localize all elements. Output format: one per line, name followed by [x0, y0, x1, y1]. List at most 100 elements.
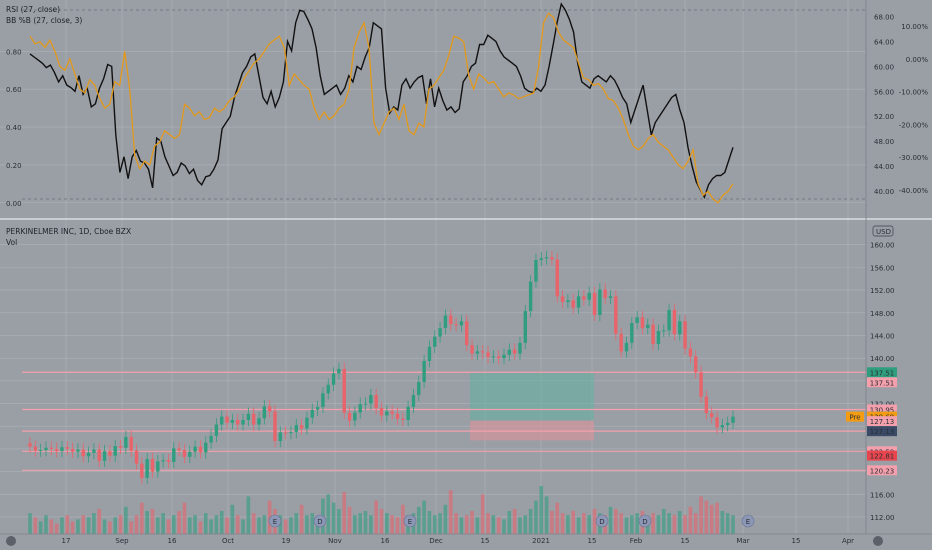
- volume-bar: [198, 521, 203, 534]
- candle-body: [92, 449, 96, 453]
- candle-body: [108, 451, 112, 456]
- candle-body: [480, 351, 485, 353]
- volume-bar: [129, 521, 133, 534]
- candle-body: [411, 395, 416, 407]
- volume-bar: [395, 517, 400, 534]
- volume-bar: [560, 513, 565, 534]
- candle-body: [433, 336, 437, 347]
- volume-bar: [156, 517, 160, 534]
- candle-body: [523, 311, 527, 343]
- rsi-axis-label: 56.00: [874, 88, 894, 96]
- candle-body: [374, 395, 378, 409]
- price-axis-label: 116.00: [870, 491, 895, 499]
- candle-body: [624, 342, 629, 352]
- candle-body: [704, 396, 709, 414]
- candle-body: [369, 395, 373, 404]
- volume-bar: [507, 511, 512, 534]
- percent-axis-label: 10.00%: [901, 23, 928, 31]
- price-tag[interactable]: [867, 450, 897, 461]
- volume-bar: [235, 515, 240, 534]
- settings-icon[interactable]: [6, 536, 16, 546]
- candle-body: [145, 459, 149, 478]
- volume-bar: [480, 494, 485, 534]
- price-axis-label: 144.00: [870, 332, 895, 340]
- candle-body: [731, 416, 735, 423]
- candle-body: [635, 317, 639, 323]
- currency-badge[interactable]: USD: [872, 225, 894, 237]
- legend: RSI (27, close) BB %B (27, close, 3) PER…: [6, 5, 131, 247]
- candle-body: [150, 459, 155, 472]
- candle-body: [443, 315, 448, 329]
- event-marker[interactable]: [741, 514, 755, 528]
- price-tag[interactable]: [867, 416, 897, 427]
- price-tag-label: 127.13: [870, 418, 895, 426]
- candle-body: [305, 417, 309, 429]
- event-marker[interactable]: [268, 514, 282, 528]
- candle-body: [662, 330, 666, 332]
- bbp-legend-label: BB %B (27, close, 3): [6, 16, 82, 25]
- volume-bar: [571, 511, 576, 534]
- volume-bar: [209, 519, 213, 534]
- volume-bar: [725, 513, 730, 534]
- candle-body: [124, 436, 128, 448]
- volume-bar: [145, 511, 149, 534]
- percent-axis-label: 0.00%: [906, 56, 929, 64]
- volume-bar: [550, 511, 554, 534]
- volume-bar: [342, 492, 347, 534]
- event-marker[interactable]: [638, 514, 652, 528]
- volume-bar: [33, 517, 38, 534]
- price-tag[interactable]: [867, 426, 897, 437]
- price-tags[interactable]: 137.51137.51130.95129.72Pre129.69127.131…: [846, 367, 897, 476]
- symbol-title[interactable]: PERKINELMER INC, 1D, Cboe BZX: [6, 227, 131, 236]
- price-tag[interactable]: [867, 465, 897, 476]
- volume-bar: [619, 513, 623, 534]
- volume-bar: [443, 504, 448, 534]
- volume-bar: [475, 517, 480, 534]
- event-marker[interactable]: [403, 514, 417, 528]
- rsi-axis-label: 68.00: [874, 13, 894, 21]
- time-axis-label: Nov: [328, 537, 342, 545]
- candle-body: [582, 296, 586, 300]
- profit-zone: [470, 372, 594, 421]
- candle-body: [475, 351, 480, 354]
- time-axis-label: Apr: [842, 537, 854, 545]
- candle-body: [38, 450, 43, 452]
- price-tag[interactable]: [867, 367, 897, 378]
- candle-body: [427, 346, 432, 361]
- candle-body: [118, 446, 123, 448]
- candle-body: [363, 403, 368, 405]
- time-axis-label: 16: [381, 537, 390, 545]
- candle-body: [571, 300, 575, 308]
- candle-body: [246, 413, 251, 420]
- volume-bar: [518, 517, 522, 534]
- volume-bar: [44, 515, 48, 534]
- candle-body: [86, 452, 91, 457]
- candle-body: [454, 324, 458, 326]
- volume-bar: [310, 513, 315, 534]
- volume-bar: [379, 508, 384, 534]
- event-marker[interactable]: [595, 514, 609, 528]
- volume-bar: [150, 508, 155, 534]
- volume-bar: [225, 517, 229, 534]
- rsi-axis-label: 64.00: [874, 38, 894, 46]
- rsi-legend-label: RSI (27, close): [6, 5, 60, 14]
- event-marker-label: D: [599, 518, 604, 526]
- volume-bar: [587, 515, 592, 534]
- volume-bar: [358, 513, 362, 534]
- price-tag[interactable]: [867, 377, 897, 388]
- volume-bar: [496, 517, 501, 534]
- candle-body: [49, 447, 54, 449]
- price-tag[interactable]: [867, 404, 897, 415]
- candle-body: [720, 425, 725, 428]
- volume-bar: [401, 504, 405, 534]
- candle-body: [28, 443, 32, 447]
- volume-bar: [534, 500, 538, 534]
- event-marker[interactable]: [313, 514, 327, 528]
- gear-icon[interactable]: [873, 536, 883, 546]
- pre-market-badge[interactable]: [846, 411, 864, 422]
- candle-body: [667, 309, 671, 331]
- candle-body: [220, 416, 224, 425]
